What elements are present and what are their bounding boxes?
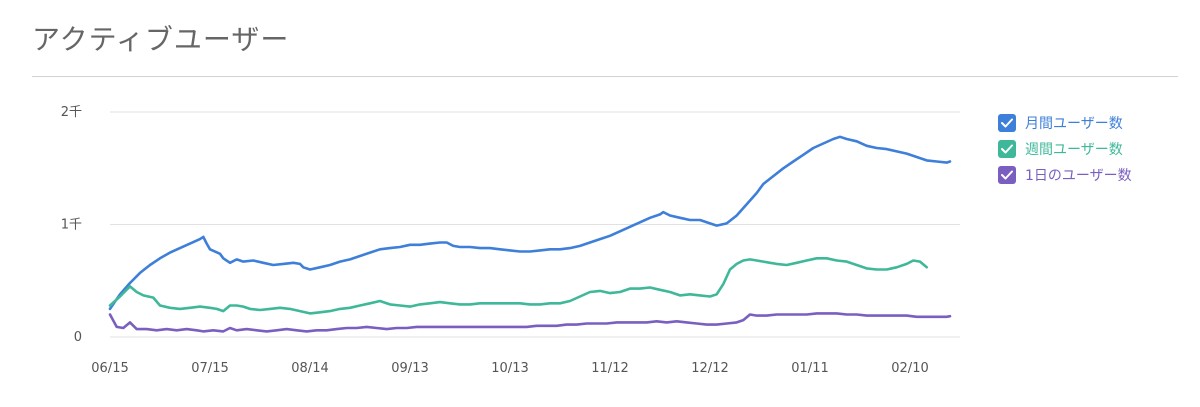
card-title: アクティブユーザー <box>32 23 290 56</box>
checkbox-icon[interactable] <box>998 140 1016 158</box>
legend-label: 1日のユーザー数 <box>1025 168 1132 184</box>
legend-label: 月間ユーザー数 <box>1025 116 1123 132</box>
x-tick-label: 02/10 <box>891 361 928 376</box>
checkbox-icon[interactable] <box>998 114 1016 132</box>
header-divider <box>32 76 1178 77</box>
x-tick-label: 11/12 <box>591 361 628 376</box>
x-tick-label: 01/11 <box>791 361 828 376</box>
x-tick-label: 07/15 <box>191 361 228 376</box>
series-line-3 <box>108 312 952 333</box>
y-tick-label: 2千 <box>61 105 82 120</box>
series-line-2 <box>108 257 928 315</box>
x-tick-label: 12/12 <box>691 361 728 376</box>
x-tick-label: 08/14 <box>291 361 328 376</box>
x-tick-label: 10/13 <box>491 361 528 376</box>
series-line-1 <box>108 135 952 311</box>
y-axis-ticks: 0 1千 2千 <box>61 105 82 345</box>
chart-grid <box>110 111 960 338</box>
legend-item-daily[interactable]: 1日のユーザー数 <box>998 162 1132 188</box>
y-tick-label: 0 <box>74 330 82 345</box>
chart-series <box>108 135 952 333</box>
x-axis-ticks: 06/15 07/15 08/14 09/13 10/13 11/12 12/12 01/11… <box>91 361 928 376</box>
legend-item-weekly[interactable]: 週間ユーザー数 <box>998 136 1132 162</box>
x-tick-label: 06/15 <box>91 361 128 376</box>
y-tick-label: 1千 <box>61 218 82 233</box>
x-tick-label: 09/13 <box>391 361 428 376</box>
legend-item-monthly[interactable]: 月間ユーザー数 <box>998 110 1132 136</box>
checkbox-icon[interactable] <box>998 166 1016 184</box>
legend-label: 週間ユーザー数 <box>1025 142 1123 158</box>
chart-legend: 月間ユーザー数 週間ユーザー数 1日のユーザー数 <box>998 110 1132 188</box>
